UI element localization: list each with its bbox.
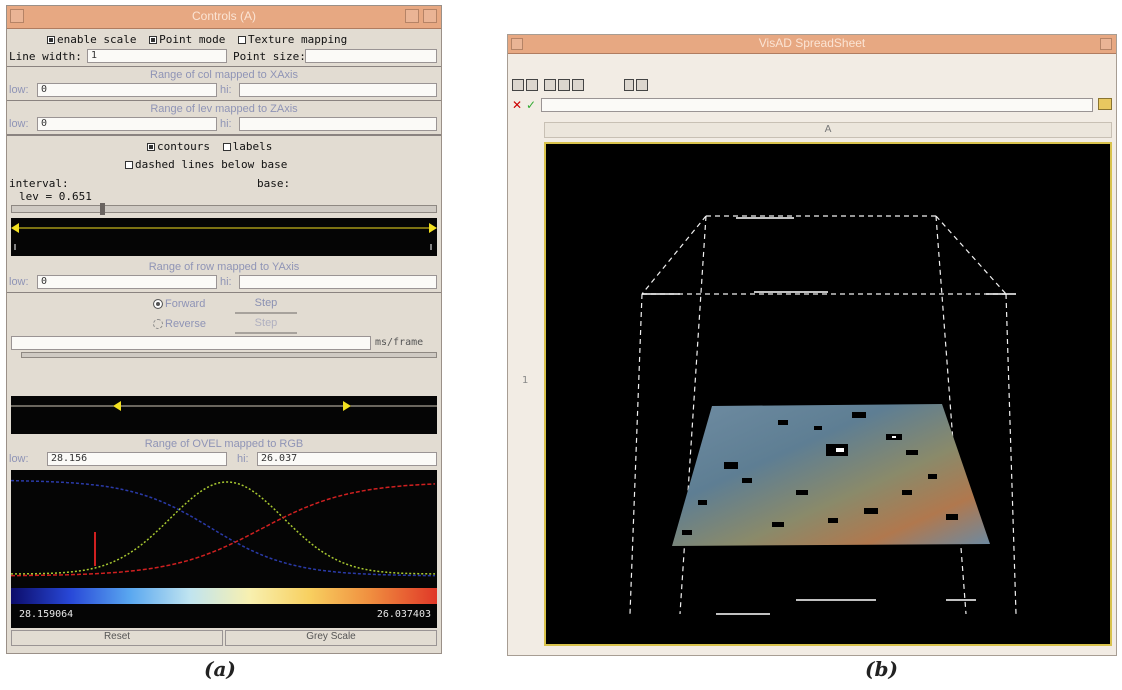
lev-slider-thumb[interactable]: [100, 203, 105, 215]
dropdown-icon[interactable]: [624, 79, 634, 91]
rgb-hi-label: hi:: [237, 453, 249, 465]
column-header-a[interactable]: A: [544, 122, 1112, 138]
menu-icon[interactable]: [511, 38, 523, 50]
radio-on-icon: [153, 299, 163, 310]
point-size-label: Point size:: [233, 50, 306, 63]
range-row-hi-field[interactable]: [239, 275, 437, 289]
title-bar[interactable]: Controls (A): [7, 6, 441, 29]
range-col-low-label: low:: [9, 84, 29, 96]
range-lev-low-label: low:: [9, 118, 29, 130]
range-row-low-field[interactable]: 0: [37, 275, 217, 289]
time-max-arrow-icon: [343, 401, 351, 411]
point-mode-checkbox[interactable]: Point mode: [149, 33, 225, 46]
range-lev-title: Range of lev mapped to ZAxis: [150, 103, 298, 115]
speed-field[interactable]: [11, 336, 371, 350]
time-slider-strip[interactable]: [11, 396, 437, 434]
cancel-formula-icon[interactable]: ✕: [512, 98, 523, 112]
range-row-title: Range of row mapped to YAxis: [148, 261, 300, 273]
toolbar: [512, 79, 662, 93]
check-icon[interactable]: ✓: [526, 98, 537, 112]
save-icon[interactable]: [526, 79, 538, 91]
minimize-icon[interactable]: [405, 9, 419, 23]
lev-value-label: lev = 0.651: [19, 190, 92, 203]
contours-checkbox[interactable]: contours: [147, 140, 210, 153]
menu-icon[interactable]: [10, 9, 24, 23]
grey-scale-button[interactable]: Grey Scale: [225, 630, 437, 646]
interval-label: interval:: [9, 177, 69, 190]
range-max-arrow-icon: [429, 223, 437, 233]
forward-radio[interactable]: Forward: [153, 298, 205, 310]
colorbar: [11, 588, 437, 604]
lev-slider[interactable]: [11, 203, 437, 215]
folder-icon[interactable]: [1098, 98, 1112, 110]
reverse-radio[interactable]: Reverse: [153, 318, 206, 330]
cut-icon[interactable]: [544, 79, 556, 91]
highlight-spots: [836, 436, 896, 452]
step-reverse-button[interactable]: Step: [235, 317, 297, 334]
range-lev-hi-field[interactable]: [239, 117, 437, 131]
window-title: VisAD SpreadSheet: [758, 36, 866, 50]
range-min-arrow-icon: [11, 223, 19, 233]
toolbar-extra-icon[interactable]: [636, 79, 648, 91]
paste-icon[interactable]: [572, 79, 584, 91]
range-col-hi-field[interactable]: [239, 83, 437, 97]
point-size-field[interactable]: [305, 49, 437, 63]
rgb-low-field[interactable]: 28.156: [47, 452, 227, 466]
range-row-hi-label: hi:: [220, 276, 232, 288]
display-cell-a1[interactable]: [544, 142, 1112, 646]
reset-button[interactable]: Reset: [11, 630, 223, 646]
rgb-hi-field[interactable]: 26.037: [257, 452, 437, 466]
texture-mapping-checkbox[interactable]: Texture mapping: [237, 33, 347, 46]
formula-field[interactable]: [541, 98, 1093, 112]
enable-scale-checkbox[interactable]: enable scale: [47, 33, 136, 46]
axis-ticks: [642, 217, 1016, 615]
radio-off-icon: [153, 319, 163, 330]
range-slider-strip[interactable]: [11, 218, 437, 256]
copy-icon[interactable]: [558, 79, 570, 91]
base-field[interactable]: [297, 176, 337, 190]
blue-curve: [11, 479, 435, 577]
colorbar-max-label: 26.037403: [376, 609, 431, 620]
dashed-lines-checkbox[interactable]: dashed lines below base: [125, 158, 287, 171]
controls-window: Controls (A) enable scale Point mode Tex…: [6, 5, 442, 654]
caption-b: (b): [865, 657, 898, 681]
maximize-icon[interactable]: [423, 9, 437, 23]
spreadsheet-window: VisAD SpreadSheet ✕ ✓ A 1: [507, 34, 1117, 656]
time-min-arrow-icon: [113, 401, 121, 411]
green-curve: [11, 481, 435, 575]
red-curve: [11, 483, 436, 577]
interval-field[interactable]: [71, 176, 111, 190]
title-bar[interactable]: VisAD SpreadSheet: [508, 35, 1116, 54]
color-transfer-graph[interactable]: [11, 470, 437, 588]
range-col-title: Range of col mapped to XAxis: [150, 69, 298, 81]
colorbar-label-strip: 28.159064 26.037403: [11, 604, 437, 628]
speed-slider[interactable]: [21, 352, 437, 358]
ms-frame-label: ms/frame: [375, 337, 424, 348]
open-file-icon[interactable]: [512, 79, 524, 91]
range-col-hi-label: hi:: [220, 84, 232, 96]
rgb-range-title: Range of OVEL mapped to RGB: [144, 438, 304, 450]
labels-checkbox[interactable]: labels: [222, 140, 272, 153]
line-width-field[interactable]: 1: [87, 49, 227, 63]
step-forward-button[interactable]: Step: [235, 297, 297, 314]
range-row-low-label: low:: [9, 276, 29, 288]
data-surface: [672, 404, 990, 546]
close-icon[interactable]: [1100, 38, 1112, 50]
colorbar-min-label: 28.159064: [19, 609, 74, 620]
bounding-box: [629, 215, 1017, 615]
line-width-label: Line width:: [9, 50, 82, 63]
range-lev-hi-label: hi:: [220, 118, 232, 130]
window-title: Controls (A): [191, 9, 256, 23]
range-col-low-field[interactable]: 0: [37, 83, 217, 97]
rgb-low-label: low:: [9, 453, 29, 465]
range-lev-low-field[interactable]: 0: [37, 117, 217, 131]
row-header-1[interactable]: 1: [522, 375, 529, 386]
caption-a: (a): [204, 657, 236, 681]
base-label: base:: [257, 177, 291, 190]
